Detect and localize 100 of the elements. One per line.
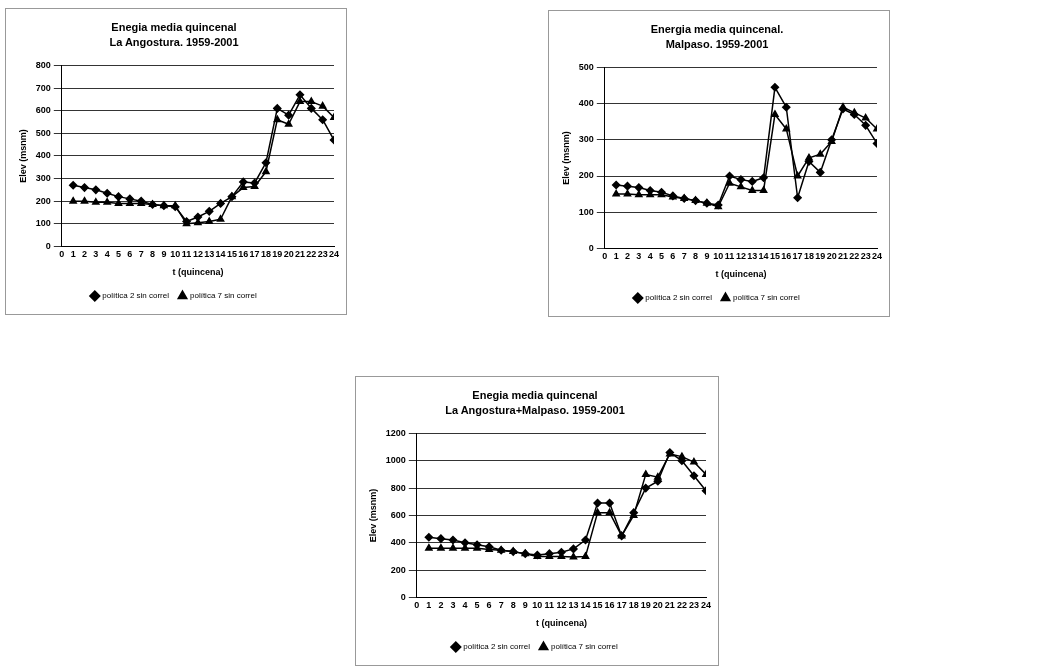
y-tick-label: 300 <box>578 134 594 145</box>
y-tick-label: 600 <box>35 105 51 116</box>
x-tick-label: 2 <box>438 600 444 611</box>
x-tick-label: 8 <box>150 249 156 260</box>
x-tick-label: 14 <box>758 251 769 262</box>
x-tick-label: 16 <box>604 600 615 611</box>
x-tick-label: 13 <box>204 249 215 260</box>
y-tick-label: 500 <box>35 127 51 138</box>
chart-subtitle: Malpaso. 1959-2001 <box>665 37 769 50</box>
x-tick-label: 13 <box>747 251 758 262</box>
x-tick-label: 11 <box>724 251 735 262</box>
x-tick-label: 21 <box>664 600 675 611</box>
x-tick-label: 11 <box>181 249 192 260</box>
x-tick-label: 17 <box>616 600 627 611</box>
x-tick-label: 22 <box>849 251 860 262</box>
x-tick-label: 15 <box>226 249 237 260</box>
x-tick-label: 3 <box>93 249 99 260</box>
y-tick-label: 100 <box>578 206 594 217</box>
x-tick-label: 1 <box>70 249 76 260</box>
x-tick-label: 15 <box>592 600 603 611</box>
y-tick-label: 100 <box>35 218 51 229</box>
x-tick-label: 20 <box>283 249 294 260</box>
y-axis-title: Elev (msnm) <box>560 131 571 185</box>
x-tick-label: 23 <box>317 249 328 260</box>
chart-title: Enegia media quincenal <box>111 20 237 33</box>
legend-label: política 2 sin correl <box>102 291 170 301</box>
y-tick-label: 800 <box>390 482 406 493</box>
x-tick-label: 12 <box>735 251 746 262</box>
x-tick-label: 10 <box>532 600 543 611</box>
x-tick-label: 1 <box>426 600 432 611</box>
y-tick-label: 200 <box>35 195 51 206</box>
x-tick-label: 8 <box>510 600 516 611</box>
x-tick-label: 14 <box>215 249 226 260</box>
x-tick-label: 9 <box>161 249 167 260</box>
x-tick-label: 19 <box>272 249 283 260</box>
x-tick-label: 22 <box>306 249 317 260</box>
y-tick-label: 500 <box>578 61 594 72</box>
y-tick-label: 800 <box>35 59 51 70</box>
chart-title: Energia media quincenal. <box>650 22 784 35</box>
x-tick-label: 2 <box>81 249 88 260</box>
x-tick-label: 12 <box>556 600 567 611</box>
x-tick-label: 18 <box>803 251 814 262</box>
x-tick-label: 24 <box>328 249 340 260</box>
y-tick-label: 0 <box>588 242 594 253</box>
x-tick-label: 5 <box>659 251 665 262</box>
legend-label: política 2 sin correl <box>463 642 531 652</box>
x-tick-label: 19 <box>815 251 826 262</box>
x-tick-label: 20 <box>652 600 663 611</box>
x-tick-label: 3 <box>450 600 456 611</box>
x-tick-label: 16 <box>781 251 792 262</box>
x-tick-label: 16 <box>238 249 249 260</box>
x-tick-label: 4 <box>647 251 653 262</box>
y-axis-title: Elev (msnm) <box>17 129 28 183</box>
x-tick-label: 7 <box>681 251 687 262</box>
x-tick-label: 17 <box>249 249 260 260</box>
legend-label: política 7 sin correl <box>733 293 800 303</box>
x-tick-label: 24 <box>871 251 883 262</box>
x-tick-label: 8 <box>693 251 699 262</box>
chart-subtitle: La Angostura. 1959-2001 <box>109 35 239 48</box>
y-tick-label: 600 <box>390 509 406 520</box>
x-tick-label: 13 <box>568 600 579 611</box>
x-tick-label: 19 <box>640 600 651 611</box>
x-tick-label: 6 <box>127 249 133 260</box>
x-tick-label: 21 <box>837 251 848 262</box>
x-tick-label: 7 <box>138 249 144 260</box>
y-tick-label: 400 <box>390 537 406 548</box>
x-tick-label: 22 <box>676 600 687 611</box>
y-tick-label: 1000 <box>385 455 406 466</box>
y-tick-label: 1200 <box>385 427 406 438</box>
x-tick-label: 7 <box>498 600 504 611</box>
x-axis-title: t (quincena) <box>715 269 767 280</box>
y-tick-label: 400 <box>35 150 51 161</box>
y-tick-label: 0 <box>45 240 51 251</box>
x-tick-label: 4 <box>104 249 110 260</box>
x-tick-label: 5 <box>116 249 122 260</box>
legend-label: política 2 sin correl <box>645 293 713 303</box>
x-tick-label: 17 <box>792 251 803 262</box>
x-tick-label: 23 <box>860 251 871 262</box>
x-tick-label: 9 <box>522 600 528 611</box>
y-tick-label: 400 <box>578 98 594 109</box>
y-tick-label: 300 <box>35 173 51 184</box>
x-tick-label: 6 <box>486 600 492 611</box>
y-tick-label: 200 <box>578 170 594 181</box>
x-tick-label: 24 <box>700 600 712 611</box>
x-tick-label: 10 <box>170 249 181 260</box>
x-tick-label: 20 <box>826 251 837 262</box>
chart-subtitle: La Angostura+Malpaso. 1959-2001 <box>445 403 625 416</box>
x-tick-label: 14 <box>580 600 591 611</box>
legend-label: política 7 sin correl <box>551 642 618 652</box>
legend-label: política 7 sin correl <box>190 291 257 301</box>
x-tick-label: 11 <box>544 600 555 611</box>
x-tick-label: 5 <box>474 600 480 611</box>
x-tick-label: 23 <box>688 600 699 611</box>
x-tick-label: 4 <box>462 600 468 611</box>
x-tick-label: 15 <box>769 251 780 262</box>
x-tick-label: 18 <box>628 600 639 611</box>
x-axis-title: t (quincena) <box>172 267 224 278</box>
x-tick-label: 0 <box>414 600 420 611</box>
x-tick-label: 18 <box>260 249 271 260</box>
x-tick-label: 12 <box>192 249 203 260</box>
